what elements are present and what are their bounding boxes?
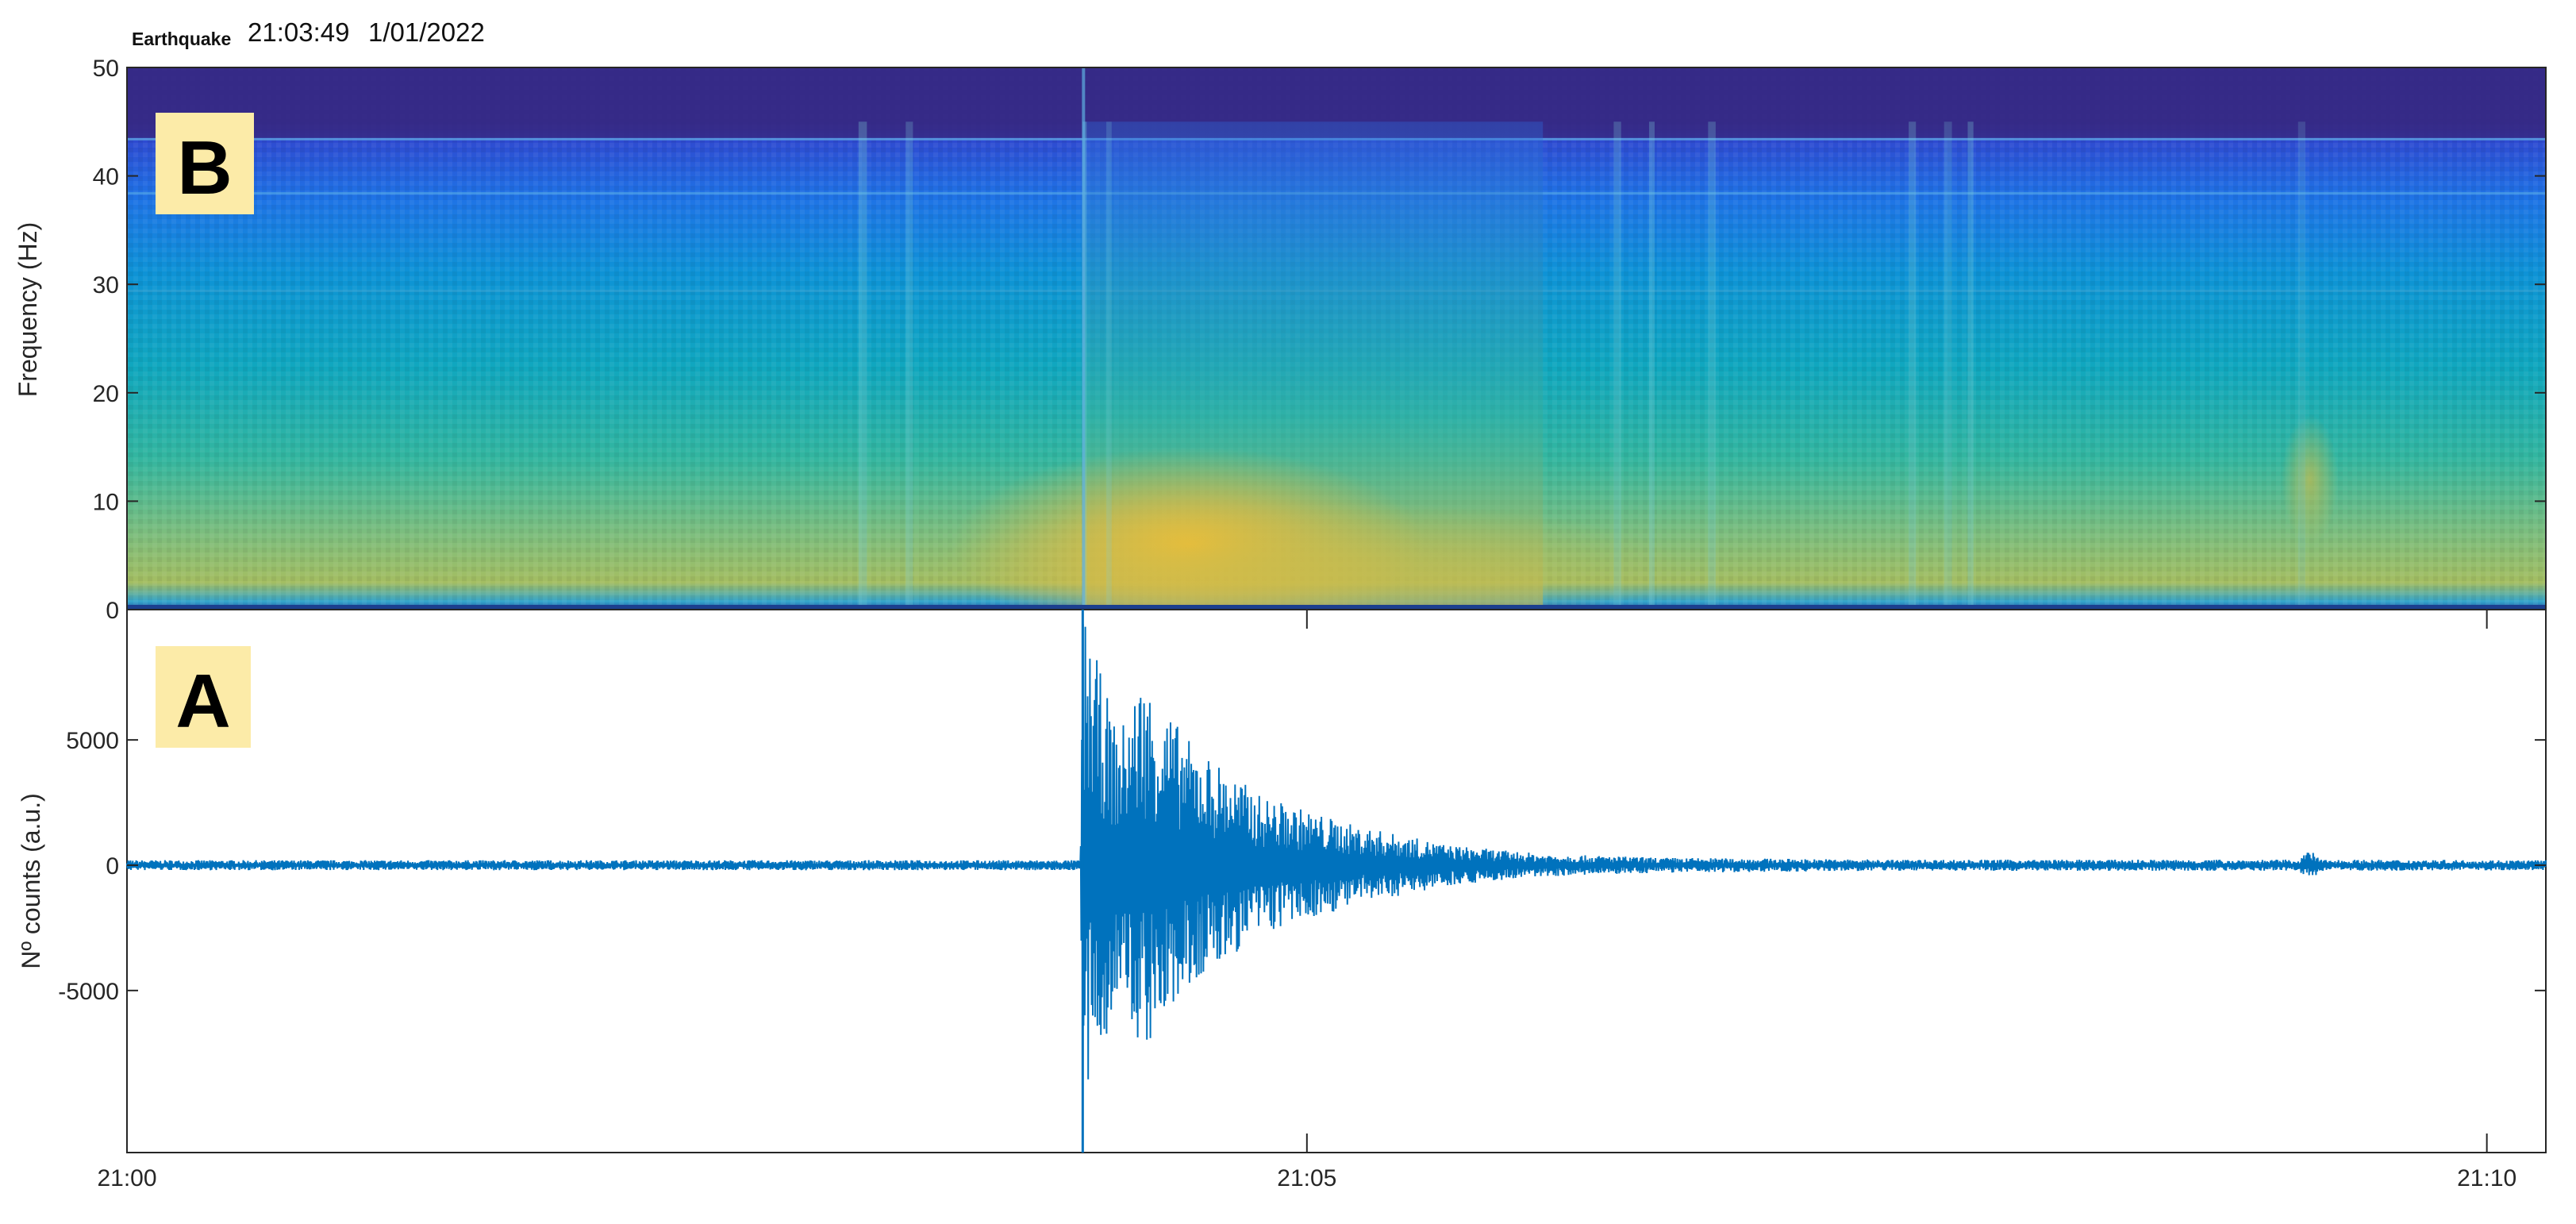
spectral-streak-7 bbox=[1967, 121, 1974, 610]
panel-label-a: A bbox=[175, 659, 230, 744]
event-time: 21:03:49 bbox=[248, 17, 350, 47]
spectrogram-ylabel: Frequency (Hz) bbox=[13, 222, 42, 398]
spec-ytick-label-30: 30 bbox=[93, 272, 119, 298]
onset-line bbox=[1082, 67, 1086, 610]
spectral-streak-3 bbox=[1649, 121, 1655, 610]
late-energy bbox=[2281, 414, 2339, 545]
decay-energy bbox=[929, 501, 1685, 610]
spec-ytick-label-40: 40 bbox=[93, 164, 119, 191]
spectral-streak-8 bbox=[2297, 121, 2305, 610]
spectral-streak-9 bbox=[905, 121, 913, 610]
spectral-streak-2 bbox=[1613, 121, 1621, 610]
spec-ytick-label-10: 10 bbox=[93, 489, 119, 515]
spectrogram-axes: 0 10 20 30 40 50 bbox=[93, 56, 2546, 624]
event-type-label: Earthquake bbox=[132, 29, 232, 49]
wave-ytick-label--5000: -5000 bbox=[58, 979, 119, 1005]
spectrogram-bottom-line bbox=[127, 605, 2546, 610]
spec-ytick-label-20: 20 bbox=[93, 381, 119, 407]
spectral-streak-10 bbox=[858, 121, 867, 610]
spectrogram bbox=[127, 67, 2546, 610]
seismogram-waveform bbox=[126, 610, 2547, 1153]
spectral-streak-5 bbox=[1909, 121, 1917, 610]
panel-label-a-box bbox=[156, 646, 251, 748]
xtick-label-0: 21:00 bbox=[97, 1165, 156, 1191]
seismogram-frame bbox=[126, 609, 2547, 1153]
xtick-label-2: 21:10 bbox=[2457, 1165, 2516, 1191]
spectral-streak-6 bbox=[1944, 121, 1952, 610]
seismogram-ylabel: Nº counts (a.u.) bbox=[17, 793, 45, 969]
spectral-streak-1 bbox=[1106, 121, 1112, 610]
wave-ytick-label-0: 0 bbox=[106, 853, 119, 880]
panel-label-b: B bbox=[177, 125, 232, 210]
seismogram-axes: 5000 0 -5000 21:00 21:05 21:10 bbox=[58, 610, 2546, 1191]
panel-label-b-box bbox=[156, 113, 254, 214]
spec-ytick-label-50: 50 bbox=[93, 56, 119, 82]
waveform-trace bbox=[126, 624, 2547, 1080]
wave-ytick-label-5000: 5000 bbox=[66, 728, 119, 754]
xtick-label-1: 21:05 bbox=[1277, 1165, 1336, 1191]
spectral-streak-4 bbox=[1708, 121, 1716, 610]
spec-ytick-label-0: 0 bbox=[106, 598, 119, 624]
event-date: 1/01/2022 bbox=[368, 17, 485, 47]
